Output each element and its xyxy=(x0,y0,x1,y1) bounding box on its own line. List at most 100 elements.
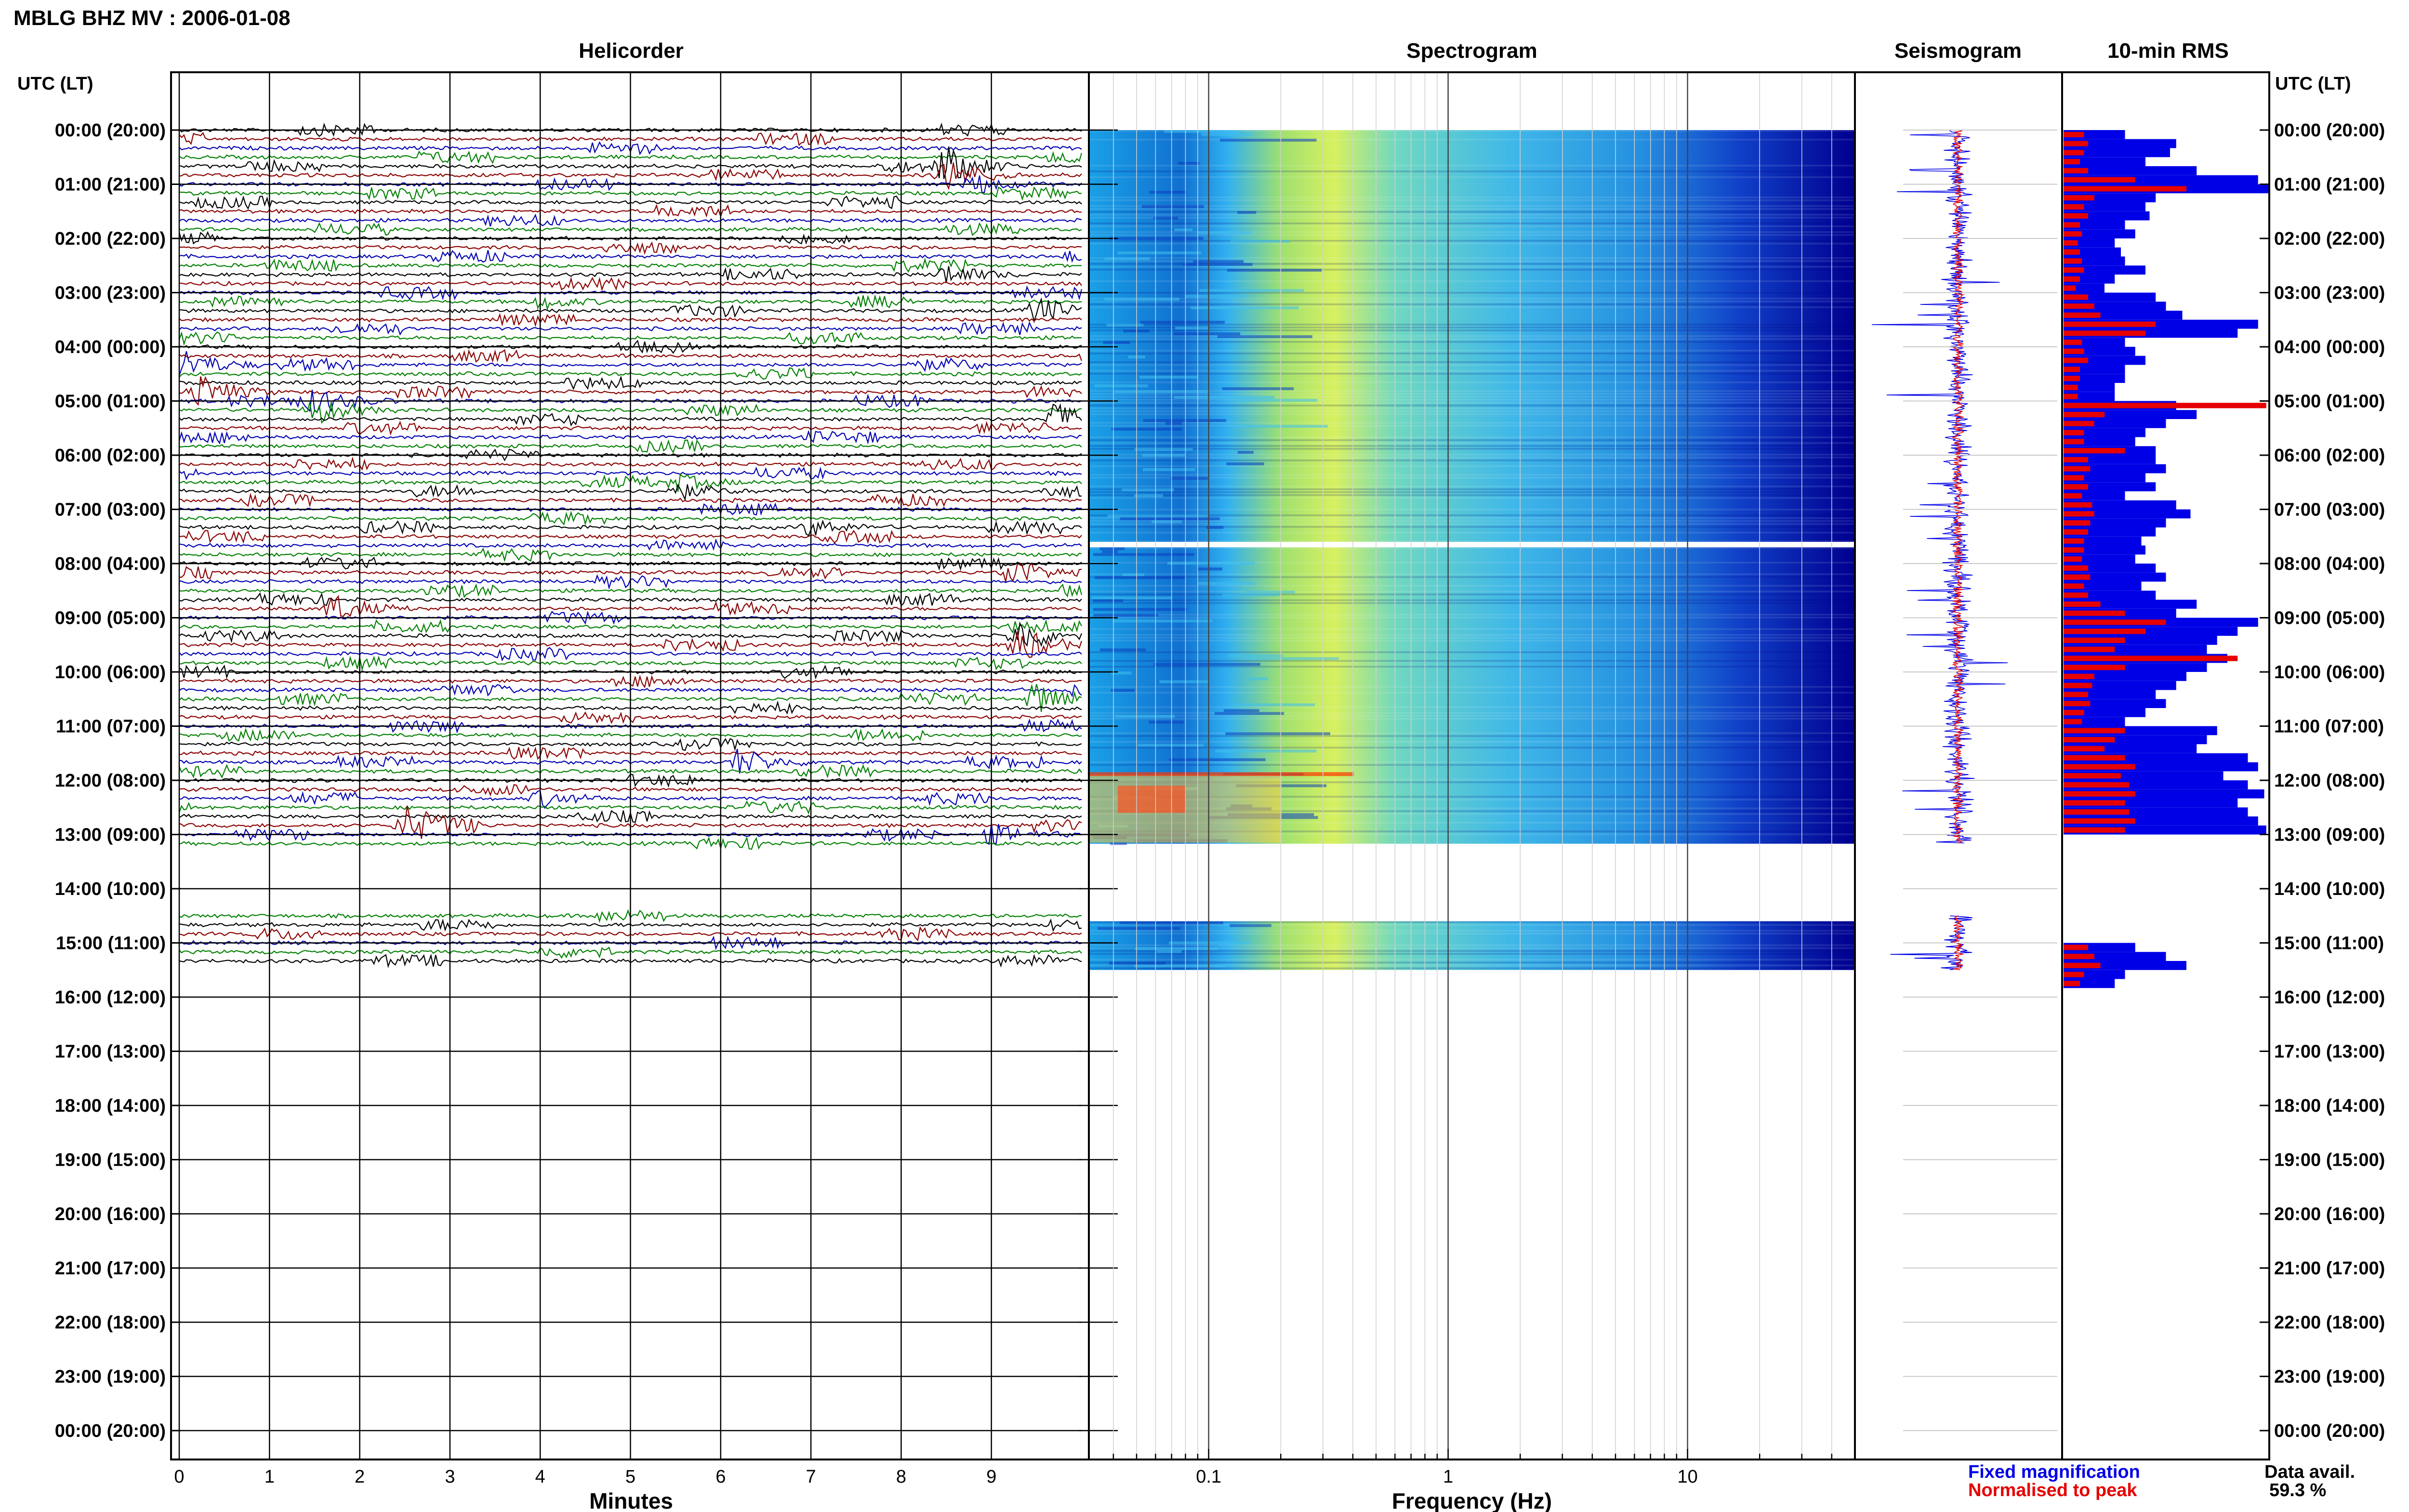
rms-bar-normalised xyxy=(2064,294,2088,300)
spectrogram-row xyxy=(1090,381,1854,383)
rms-bar-normalised xyxy=(2064,340,2082,345)
time-label-left: 07:00 (03:00) xyxy=(55,500,166,520)
spectrogram-row xyxy=(1090,477,1854,479)
spectrogram-row xyxy=(1090,517,1854,519)
spectrogram-row xyxy=(1090,807,1854,809)
spectrogram-cell xyxy=(1093,608,1187,611)
spectrogram-cell xyxy=(1201,133,1252,136)
spectrogram-row xyxy=(1090,266,1854,268)
spectrogram-cell xyxy=(1237,211,1257,214)
rms-bar-normalised xyxy=(2064,276,2080,282)
seismogram-frame xyxy=(1854,71,2063,1460)
spectrogram-row xyxy=(1090,422,1854,424)
spectrogram-cell xyxy=(1110,842,1127,845)
spectrogram-row xyxy=(1090,353,1854,355)
rms-bar-normalised xyxy=(2064,791,2135,797)
minute-tick-label: 0 xyxy=(174,1467,184,1487)
spectrogram-row xyxy=(1090,260,1854,262)
spectrogram-row xyxy=(1090,399,1854,401)
time-label-right: 23:00 (19:00) xyxy=(2274,1367,2385,1387)
spectrogram-row xyxy=(1090,139,1854,141)
rms-bar-normalised xyxy=(2064,574,2091,580)
spectrogram-cell xyxy=(1193,260,1244,263)
rms-bar-normalised xyxy=(2064,809,2129,815)
rms-bar-normalised xyxy=(2064,619,2166,625)
rms-bar-normalised xyxy=(2064,954,2094,960)
time-label-right: 21:00 (17:00) xyxy=(2274,1259,2385,1279)
spectrogram-cell xyxy=(1149,721,1184,724)
spectrogram-row xyxy=(1090,171,1854,172)
spectrogram-row xyxy=(1090,930,1854,932)
spectrogram-cell xyxy=(1219,139,1317,142)
spectrogram-row xyxy=(1090,718,1854,720)
spectrogram-row xyxy=(1090,130,1854,132)
spectrogram-row xyxy=(1090,514,1854,516)
time-label-right: 02:00 (22:00) xyxy=(2274,229,2385,249)
minute-tick-label: 7 xyxy=(806,1467,816,1487)
spectrogram-cell xyxy=(1102,550,1118,553)
spectrogram-cell xyxy=(1174,396,1275,399)
spectrogram-row xyxy=(1090,306,1854,308)
spectrogram-row xyxy=(1090,735,1854,737)
spectrogram-cell xyxy=(1138,744,1204,747)
spectrogram-row xyxy=(1090,436,1854,438)
spectrogram-row xyxy=(1090,390,1854,392)
spectrogram-row xyxy=(1090,628,1854,630)
spectrogram-cell xyxy=(1111,671,1132,675)
spectrogram-cell xyxy=(1134,494,1164,497)
panel-title-seismogram: Seismogram xyxy=(1894,39,2022,63)
rms-bar-normalised xyxy=(2064,701,2091,707)
time-label-left: 20:00 (16:00) xyxy=(55,1204,166,1224)
rms-bar-normalised xyxy=(2064,403,2266,408)
spectrogram-row xyxy=(1090,225,1854,227)
spectrogram-row xyxy=(1090,448,1854,450)
spectrogram-row xyxy=(1090,961,1854,964)
spectrogram-cell xyxy=(1092,596,1172,600)
spectrogram-row xyxy=(1090,637,1854,639)
x-axis-label-minutes: Minutes xyxy=(589,1488,673,1512)
spectrogram-cell xyxy=(1222,593,1279,597)
spectrogram-image xyxy=(1090,130,1854,970)
rms-bar-normalised xyxy=(2064,394,2078,399)
spectrogram-row xyxy=(1090,964,1854,967)
time-label-right: 20:00 (16:00) xyxy=(2274,1204,2385,1224)
spectrogram-cell xyxy=(1178,162,1200,165)
minute-tick-label: 1 xyxy=(265,1467,275,1487)
spectrogram-row xyxy=(1090,292,1854,294)
data-availability-value: 59.3 % xyxy=(2269,1480,2326,1500)
rms-bar-normalised xyxy=(2064,547,2084,553)
time-label-right: 08:00 (04:00) xyxy=(2274,554,2385,574)
panel-title-helicorder: Helicorder xyxy=(579,39,684,63)
spectrogram-row xyxy=(1090,460,1854,461)
spectrogram-row xyxy=(1090,520,1854,522)
rms-bar-normalised xyxy=(2064,177,2135,183)
spectrogram-row xyxy=(1090,410,1854,412)
frequency-tick-label: 10 xyxy=(1677,1467,1697,1487)
rms-bar-normalised xyxy=(2064,746,2105,751)
rms-bar-normalised xyxy=(2064,692,2088,697)
spectrogram-row xyxy=(1090,350,1854,352)
spectrogram-cell xyxy=(1222,387,1294,390)
spectrogram-row xyxy=(1090,457,1854,459)
spectrogram-row xyxy=(1090,686,1854,688)
rms-bar-normalised xyxy=(2064,565,2088,571)
spectrogram-cell xyxy=(1159,680,1210,684)
spectrogram-segment xyxy=(1090,921,1854,970)
rms-bar-normalised xyxy=(2064,195,2094,201)
rms-bar-normalised xyxy=(2064,556,2082,562)
seismogram-normalised-trace xyxy=(1951,130,1965,843)
rms-bar-normalised xyxy=(2064,827,2125,833)
spectrogram-segment xyxy=(1090,130,1854,542)
spectrogram-cell xyxy=(1139,376,1198,379)
time-label-right: 17:00 (13:00) xyxy=(2274,1042,2385,1062)
spectrogram-cell xyxy=(1111,689,1135,692)
rms-bar-normalised xyxy=(2064,710,2084,715)
spectrogram-cell xyxy=(1098,927,1180,930)
spectrogram-cell xyxy=(1093,553,1194,556)
spectrogram-row xyxy=(1090,614,1854,616)
spectrogram-cell xyxy=(1140,321,1225,324)
time-labels-left: 00:00 (20:00) 01:00 (21:00) 02:00 (22:00) 0… xyxy=(55,120,166,1441)
rms-bar-fixed xyxy=(2064,148,2170,158)
spectrogram-row xyxy=(1090,214,1854,216)
time-label-left: 09:00 (05:00) xyxy=(55,608,166,629)
